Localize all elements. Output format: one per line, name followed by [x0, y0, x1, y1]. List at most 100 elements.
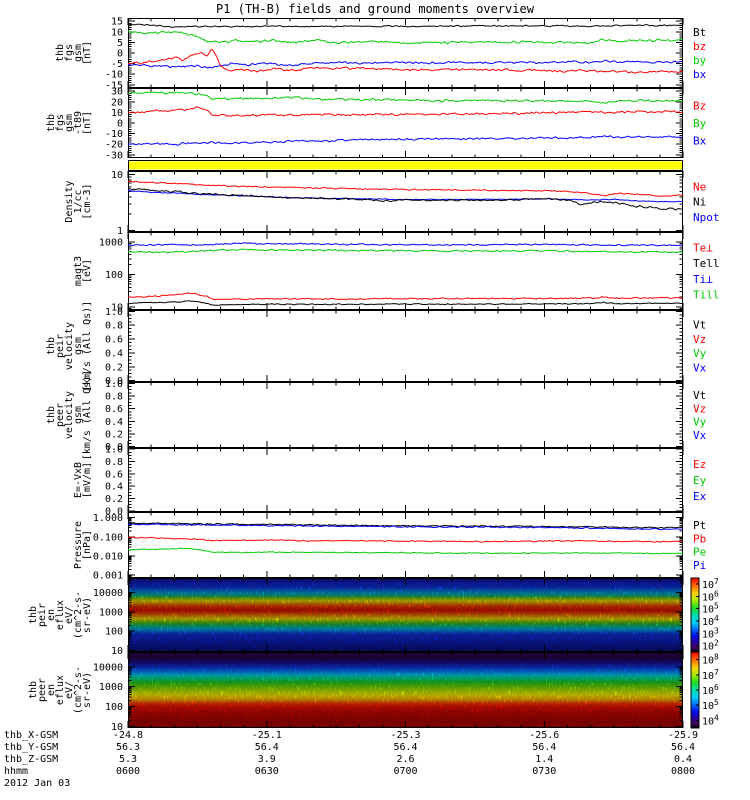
panel-peer-velocity	[127, 382, 684, 448]
axis-date-label: 2012 Jan 03	[4, 778, 70, 789]
colorbar-exponent: 6	[714, 683, 719, 692]
axis-row-value: -25.3	[390, 730, 420, 741]
trace-by	[127, 30, 684, 45]
panel-frame	[128, 382, 683, 448]
colorbar-exponent: 7	[714, 668, 719, 677]
ytick-label: 0.010	[93, 551, 123, 562]
ytick-label: 0.8	[105, 391, 123, 402]
trace-label-Bx: Bx	[693, 135, 707, 148]
ytitle-line: thb	[28, 606, 39, 624]
colorbar-exponent: 4	[714, 614, 719, 623]
ytitle-line: eV/	[64, 606, 75, 624]
panel-pressure	[127, 512, 684, 578]
axis-row-label-hhmm: hhmm	[4, 766, 28, 777]
ytick-label: 100	[105, 270, 123, 281]
axis-row-label-thb_Z-GSM: thb_Z-GSM	[4, 754, 58, 765]
ytick-label: -10	[105, 70, 123, 81]
panel-exb	[127, 448, 684, 512]
trace-Pi	[127, 523, 683, 531]
axis-row-value: 56.3	[116, 742, 140, 753]
ytitle-line: sr-eV)	[82, 597, 93, 633]
trace-Pe	[127, 547, 684, 555]
trace-label-Vt: Vt	[693, 389, 706, 402]
ytitle-line: peer	[37, 678, 48, 702]
colorbar-label: 104	[702, 713, 719, 727]
panel-peer-spec	[127, 651, 700, 729]
trace-label-Vz: Vz	[693, 402, 706, 415]
ytitle-line: Pressure	[73, 521, 84, 569]
ytitle-line: thb	[46, 406, 57, 424]
trace-label-Vx: Vx	[693, 429, 707, 442]
trace-Pb	[127, 536, 684, 543]
ytitle-line: eflux	[55, 600, 66, 630]
ytick-label: 0	[117, 49, 123, 60]
colorbar-exponent: 3	[714, 626, 719, 635]
colorbar-exponent: 8	[714, 653, 719, 662]
colorbar-label: 106	[702, 683, 719, 697]
ytick-label: 5	[117, 38, 123, 49]
ytick-label: 10	[111, 108, 123, 119]
ytitle-line: velocity	[64, 322, 75, 370]
ytick-label: 0.6	[105, 404, 123, 415]
ytitle-line: [nT]	[82, 41, 93, 65]
ytick-label: 0.4	[105, 417, 123, 428]
colorbar	[690, 577, 700, 653]
panel-density	[127, 171, 684, 232]
axis-row-value: 2.6	[396, 754, 414, 765]
ytick-label: 10	[111, 646, 123, 657]
trace-By	[127, 91, 684, 104]
trace-Ti-par	[127, 248, 684, 254]
axis-row-value: -25.6	[529, 730, 559, 741]
trace-label-By: By	[693, 117, 707, 130]
axis-row-value: 0700	[393, 766, 417, 777]
panel-magt3	[127, 232, 684, 310]
axis-row-value: -24.8	[113, 730, 143, 741]
trace-Bx	[127, 135, 684, 146]
ytick-label: 0.4	[105, 482, 123, 493]
ytick-label: 1	[117, 226, 123, 237]
trace-Ti-perp	[127, 242, 684, 247]
colorbar-exponent: 6	[714, 589, 719, 598]
ytitle-line: (cm^2-s-	[73, 666, 84, 714]
trace-label-Pi: Pi	[693, 559, 706, 572]
ytitle-line: gsm	[73, 44, 84, 62]
axis-row-value: 0800	[671, 766, 695, 777]
axis-row-value: 56.4	[532, 742, 556, 753]
trace-label-Ez: Ez	[693, 458, 706, 471]
ytick-label: 20	[111, 97, 123, 108]
axis-row-value: 0630	[255, 766, 279, 777]
colorbar-exponent: 2	[714, 639, 719, 648]
ytitle-line: eV/	[64, 681, 75, 699]
trace-bx	[127, 59, 684, 69]
trace-label-Till: Till	[693, 288, 720, 301]
ytick-label: 30	[111, 87, 123, 98]
axis-row-value: 0600	[116, 766, 140, 777]
ytick-label: 10	[111, 302, 123, 313]
trace-label-bx: bx	[693, 68, 707, 81]
trace-label-Npot: Npot	[693, 211, 720, 224]
trace-label-Bz: Bz	[693, 100, 706, 113]
ytick-label: 100	[105, 627, 123, 638]
trace-Bz	[127, 106, 683, 117]
spectrogram-noise	[128, 652, 683, 728]
ytitle-line: peir	[55, 334, 66, 358]
ytitle-line: thb	[46, 114, 57, 132]
ytick-label: 1000	[99, 237, 123, 248]
axis-row-value: 1.4	[535, 754, 553, 765]
axis-row-value: -25.1	[252, 730, 282, 741]
panel-frame	[128, 448, 683, 512]
ytick-label: 0.2	[105, 362, 123, 373]
trace-label-Pt: Pt	[693, 519, 706, 532]
trace-Bt	[127, 23, 683, 29]
ytitle-line: thb	[28, 681, 39, 699]
ytick-label: 0.8	[105, 321, 123, 332]
axis-row-value: 0730	[532, 766, 556, 777]
axis-row-label-thb_X-GSM: thb_X-GSM	[4, 730, 58, 741]
ytitle-line: sr-eV)	[82, 672, 93, 708]
ytick-label: 15	[111, 17, 123, 28]
ytitle-line: [nPa]	[82, 530, 93, 560]
colorbar-exponent: 5	[714, 698, 719, 707]
panel-fgs-gsm-t89	[127, 88, 684, 158]
ytick-label: 0.4	[105, 348, 123, 359]
ytitle-line: gsm	[64, 114, 75, 132]
